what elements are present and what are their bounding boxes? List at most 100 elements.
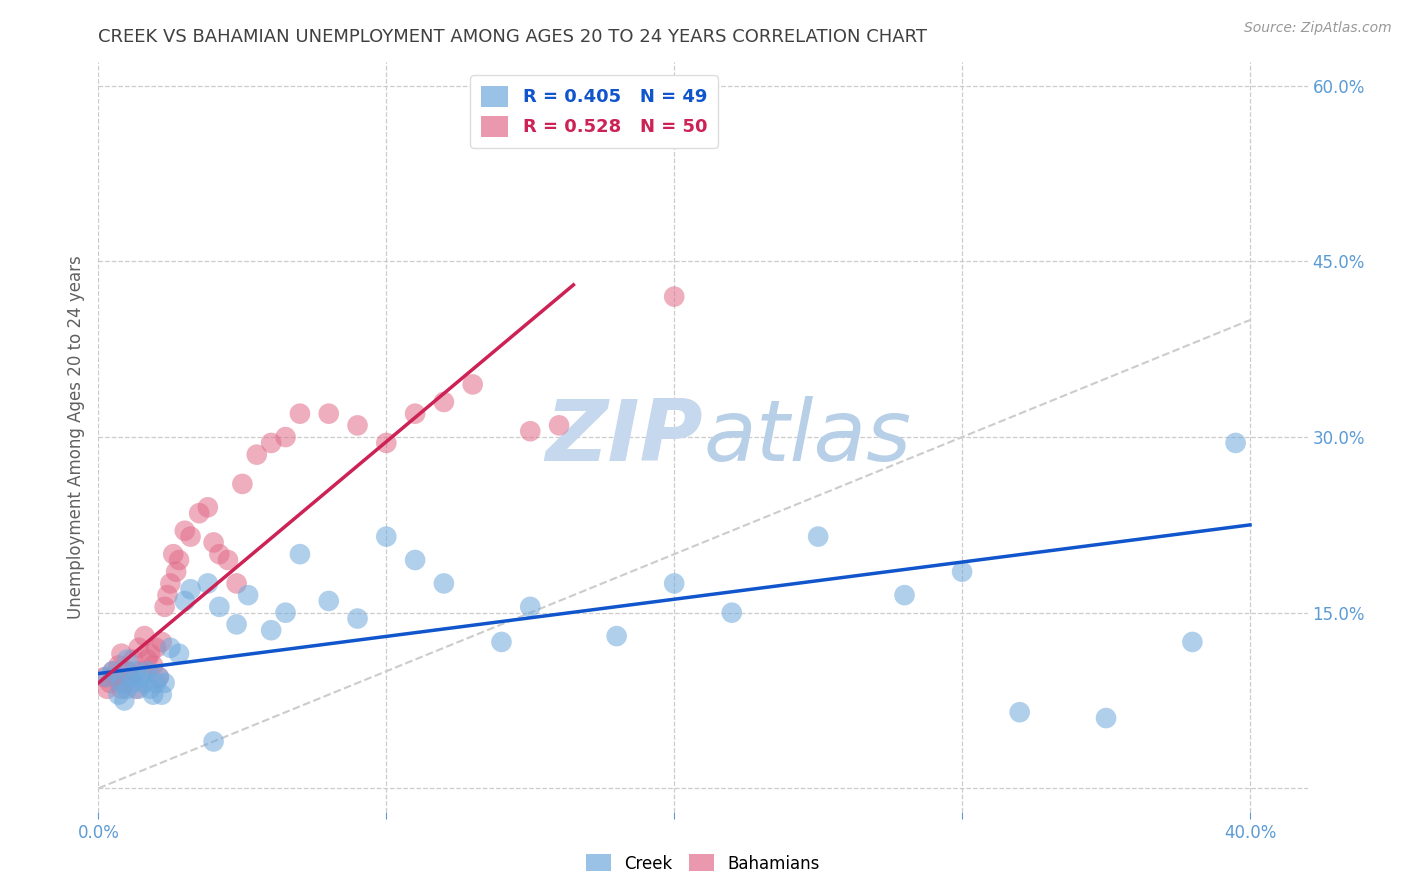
Point — [148, 670, 170, 684]
Point — [346, 418, 368, 433]
Point — [202, 535, 225, 549]
Point — [404, 407, 426, 421]
Text: atlas: atlas — [703, 395, 911, 479]
Point — [167, 647, 190, 661]
Point — [96, 670, 118, 684]
Point — [98, 676, 121, 690]
Text: Source: ZipAtlas.com: Source: ZipAtlas.com — [1244, 21, 1392, 35]
Point — [120, 670, 142, 684]
Point — [461, 377, 484, 392]
Point — [225, 617, 247, 632]
Point — [136, 652, 159, 666]
Point — [720, 606, 742, 620]
Point — [159, 640, 181, 655]
Point — [1181, 635, 1204, 649]
Point — [145, 640, 167, 655]
Point — [346, 611, 368, 625]
Point — [197, 500, 219, 515]
Point — [136, 664, 159, 678]
Point — [433, 576, 456, 591]
Point — [664, 289, 686, 303]
Point — [112, 676, 135, 690]
Point — [142, 688, 165, 702]
Point — [101, 664, 124, 678]
Point — [128, 640, 150, 655]
Point — [950, 565, 973, 579]
Point — [128, 681, 150, 696]
Point — [145, 676, 167, 690]
Point — [115, 664, 138, 678]
Legend: R = 0.405   N = 49, R = 0.528   N = 50: R = 0.405 N = 49, R = 0.528 N = 50 — [470, 75, 718, 147]
Point — [664, 576, 686, 591]
Point — [122, 652, 145, 666]
Point — [96, 681, 118, 696]
Point — [433, 395, 456, 409]
Point — [318, 407, 340, 421]
Point — [110, 676, 132, 690]
Point — [104, 670, 127, 684]
Point — [165, 565, 187, 579]
Point — [318, 594, 340, 608]
Legend: Creek, Bahamians: Creek, Bahamians — [579, 847, 827, 880]
Point — [404, 553, 426, 567]
Point — [217, 553, 239, 567]
Point — [131, 664, 153, 678]
Point — [159, 576, 181, 591]
Point — [231, 476, 253, 491]
Point — [115, 652, 138, 666]
Point — [150, 635, 173, 649]
Point — [139, 647, 162, 661]
Point — [208, 599, 231, 614]
Point — [162, 547, 184, 561]
Point — [288, 547, 311, 561]
Point — [274, 430, 297, 444]
Point — [125, 664, 148, 678]
Point — [246, 448, 269, 462]
Point — [153, 676, 176, 690]
Point — [173, 594, 195, 608]
Point — [173, 524, 195, 538]
Text: CREEK VS BAHAMIAN UNEMPLOYMENT AMONG AGES 20 TO 24 YEARS CORRELATION CHART: CREEK VS BAHAMIAN UNEMPLOYMENT AMONG AGE… — [98, 28, 928, 45]
Point — [101, 664, 124, 678]
Point — [519, 424, 541, 438]
Point — [606, 629, 628, 643]
Point — [125, 681, 148, 696]
Point — [188, 506, 211, 520]
Point — [491, 635, 513, 649]
Point — [1225, 436, 1247, 450]
Point — [1008, 705, 1031, 719]
Point — [208, 547, 231, 561]
Point — [107, 658, 129, 673]
Point — [180, 530, 202, 544]
Point — [115, 681, 138, 696]
Point — [202, 734, 225, 748]
Point — [110, 647, 132, 661]
Point — [93, 670, 115, 684]
Y-axis label: Unemployment Among Ages 20 to 24 years: Unemployment Among Ages 20 to 24 years — [66, 255, 84, 619]
Point — [122, 676, 145, 690]
Point — [375, 436, 398, 450]
Point — [107, 688, 129, 702]
Point — [893, 588, 915, 602]
Point — [236, 588, 259, 602]
Point — [167, 553, 190, 567]
Point — [131, 670, 153, 684]
Point — [260, 624, 283, 638]
Point — [148, 670, 170, 684]
Point — [139, 681, 162, 696]
Text: ZIP: ZIP — [546, 395, 703, 479]
Point — [375, 530, 398, 544]
Point — [150, 688, 173, 702]
Point — [548, 418, 571, 433]
Point — [197, 576, 219, 591]
Point — [807, 530, 830, 544]
Point — [519, 599, 541, 614]
Point — [110, 681, 132, 696]
Point — [120, 670, 142, 684]
Point — [156, 588, 179, 602]
Point — [260, 436, 283, 450]
Point — [153, 599, 176, 614]
Point — [134, 629, 156, 643]
Point — [134, 676, 156, 690]
Point — [274, 606, 297, 620]
